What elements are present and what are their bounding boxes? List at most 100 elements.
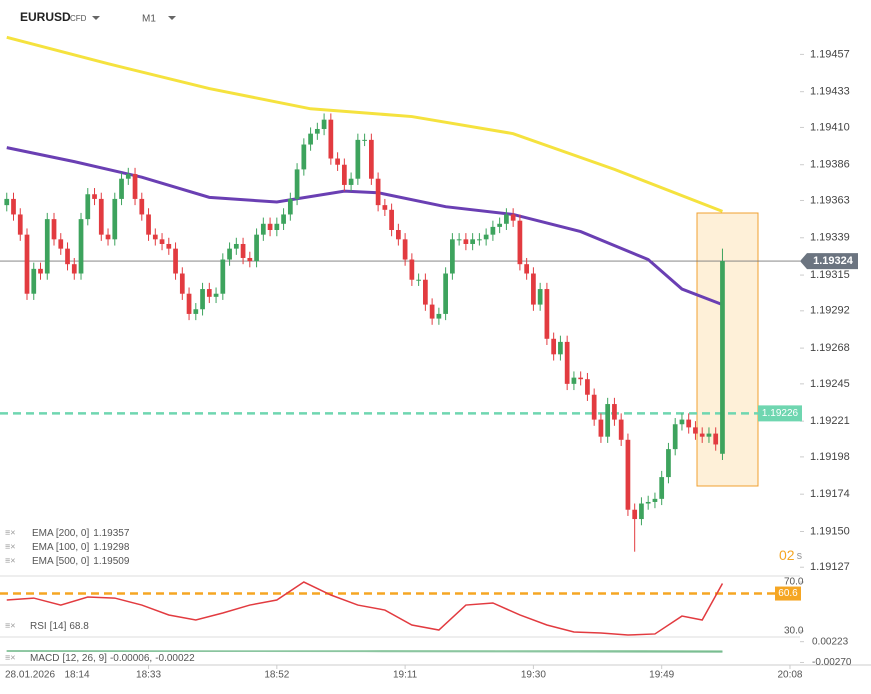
candle-body — [544, 289, 550, 339]
candle-body — [632, 509, 638, 520]
macd-line — [6, 650, 723, 653]
rsi-level-label: 60.6 — [778, 588, 798, 599]
candle-body — [213, 293, 219, 297]
macd-params: [12, 26, 9] — [62, 653, 107, 664]
candle-body — [287, 198, 293, 215]
candle-body — [443, 273, 448, 314]
candle-body — [308, 133, 313, 145]
y-tick-label: 1.19339 — [810, 232, 850, 244]
candle-body — [24, 234, 30, 294]
candle-body — [348, 178, 354, 185]
candle-body — [720, 261, 725, 454]
rsi-tick-label: 70.0 — [784, 577, 804, 588]
symbol[interactable]: EURUSD — [20, 10, 71, 24]
candle-body — [409, 259, 415, 280]
time-label: 18:14 — [64, 670, 89, 681]
candle-body — [200, 289, 205, 310]
y-tick-label: 1.19386 — [810, 159, 850, 171]
rsi-legend: RSI [14] 68.8 — [30, 621, 89, 632]
y-tick-label: 1.19410 — [810, 121, 850, 133]
candle-body — [625, 439, 631, 510]
candle-body — [558, 341, 563, 355]
candle-body — [666, 449, 671, 478]
candle-body — [71, 264, 77, 274]
candle-body — [267, 223, 273, 230]
candle-body — [639, 503, 644, 520]
candle-body — [578, 377, 584, 380]
ema-line — [6, 35, 724, 213]
candle-body — [294, 169, 300, 199]
candle-body — [713, 433, 719, 445]
price-line-label: 1.19226 — [762, 408, 799, 419]
candle-body — [186, 293, 192, 314]
timeframe[interactable]: M1 — [142, 14, 156, 25]
candle-body — [490, 226, 496, 235]
candle-body — [328, 119, 334, 159]
candle-body — [227, 248, 232, 260]
candle-body — [497, 223, 503, 227]
macd-value: -0.00006 — [110, 653, 150, 664]
x-tick-label: 18:33 — [136, 670, 161, 681]
candle-body — [429, 304, 435, 319]
candle-body — [341, 164, 347, 185]
legend-value: 1.19357 — [93, 528, 130, 539]
candle-body — [551, 338, 557, 355]
legend-entry: EMA [200, 0] 1.19357 — [32, 528, 130, 539]
rsi-tick-label: 30.0 — [784, 626, 804, 637]
candle-body — [416, 279, 421, 281]
candle-body — [78, 219, 84, 274]
candle-body — [85, 194, 91, 220]
candle-body — [274, 223, 280, 230]
candle-body — [58, 239, 64, 249]
candle-body — [375, 178, 381, 206]
countdown-value: 02 — [779, 547, 795, 563]
x-tick-label: 18:52 — [264, 670, 289, 681]
dropdown-arrow[interactable] — [92, 16, 100, 20]
candle-body — [139, 198, 145, 215]
candle-body — [314, 128, 320, 134]
candle-body — [179, 273, 185, 294]
rsi-line — [6, 581, 724, 636]
candle-body — [436, 313, 442, 319]
countdown: 02 s — [779, 547, 803, 563]
candle-body — [355, 139, 361, 179]
candle-body — [531, 273, 536, 305]
countdown-unit: s — [797, 550, 803, 562]
candle-body — [233, 243, 239, 249]
macd-separator: , — [149, 653, 152, 664]
legend-name: EMA [500, 0] — [32, 556, 89, 567]
candle-body — [281, 214, 286, 224]
candle-body — [524, 264, 530, 274]
candle-body — [368, 139, 374, 179]
legend-icon: ≡× — [5, 555, 16, 565]
candle-body — [517, 220, 523, 265]
dropdown-arrow[interactable] — [168, 16, 176, 20]
legend-icon: ≡× — [5, 652, 16, 662]
candle-body — [173, 248, 178, 274]
candle-body — [693, 427, 698, 434]
candle-body — [125, 174, 131, 179]
rsi-value: 68.8 — [69, 621, 89, 632]
y-tick-label: 1.19268 — [810, 342, 850, 354]
y-tick-label: 1.19363 — [810, 194, 850, 206]
legend-name: EMA [100, 0] — [32, 542, 89, 553]
candle-body — [672, 424, 678, 450]
candle-body — [152, 234, 158, 240]
candle-body — [456, 239, 462, 241]
legend-icon: ≡× — [5, 620, 16, 630]
candle-body — [612, 404, 617, 420]
instrument-type: CFD — [70, 14, 87, 23]
candle-body — [382, 205, 388, 210]
candle-body — [44, 219, 50, 274]
date-label: 28.01.2026 — [5, 670, 55, 681]
candle-body — [362, 139, 367, 141]
candle-body — [146, 214, 151, 235]
candle-body — [335, 158, 340, 165]
highlight-box — [696, 212, 759, 487]
x-tick-label: 19:11 — [393, 670, 418, 681]
y-tick-label: 1.19315 — [810, 269, 850, 281]
candle-body — [706, 433, 712, 437]
candle-body — [463, 239, 469, 244]
candle-body — [470, 239, 475, 244]
